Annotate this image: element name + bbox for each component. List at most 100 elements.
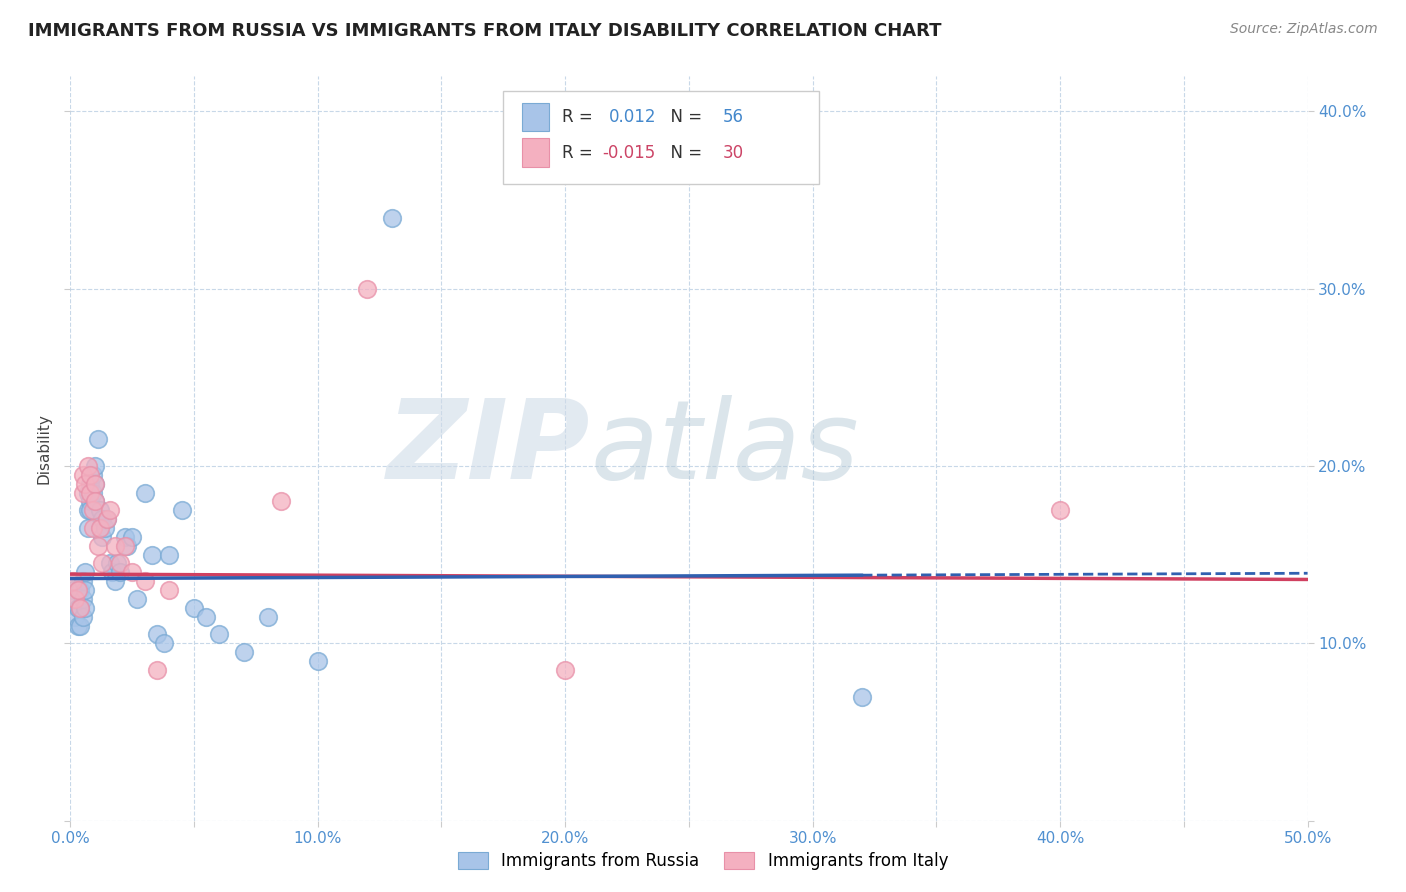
Point xyxy=(208,627,231,641)
Point xyxy=(72,574,94,589)
Point xyxy=(96,512,118,526)
Point xyxy=(153,636,176,650)
Point xyxy=(98,557,121,571)
FancyBboxPatch shape xyxy=(522,103,550,131)
Text: -0.015: -0.015 xyxy=(602,144,655,161)
Point xyxy=(146,627,169,641)
Point xyxy=(75,583,97,598)
Text: IMMIGRANTS FROM RUSSIA VS IMMIGRANTS FROM ITALY DISABILITY CORRELATION CHART: IMMIGRANTS FROM RUSSIA VS IMMIGRANTS FRO… xyxy=(28,22,942,40)
Point xyxy=(91,530,114,544)
Point xyxy=(114,539,136,553)
Point xyxy=(65,591,87,606)
Text: R =: R = xyxy=(561,108,598,126)
Point xyxy=(66,618,89,632)
Point xyxy=(356,282,378,296)
Point xyxy=(69,583,91,598)
Point xyxy=(75,476,97,491)
Point xyxy=(76,521,98,535)
Point xyxy=(62,574,84,589)
Point xyxy=(89,521,111,535)
Point xyxy=(104,539,127,553)
Point xyxy=(75,600,97,615)
Legend: Immigrants from Russia, Immigrants from Italy: Immigrants from Russia, Immigrants from … xyxy=(451,845,955,877)
Point xyxy=(75,566,97,580)
Point xyxy=(307,654,329,668)
Point xyxy=(72,467,94,482)
Text: atlas: atlas xyxy=(591,395,859,501)
Text: ZIP: ZIP xyxy=(387,395,591,501)
Point xyxy=(121,566,143,580)
Text: R =: R = xyxy=(561,144,598,161)
Point xyxy=(82,467,104,482)
Point xyxy=(115,539,138,553)
Point xyxy=(79,494,101,508)
Point xyxy=(65,591,87,606)
FancyBboxPatch shape xyxy=(503,91,818,184)
Point xyxy=(98,503,121,517)
Text: Source: ZipAtlas.com: Source: ZipAtlas.com xyxy=(1230,22,1378,37)
Text: 56: 56 xyxy=(723,108,744,126)
FancyBboxPatch shape xyxy=(522,138,550,167)
Point xyxy=(108,566,131,580)
Point xyxy=(157,548,180,562)
Point xyxy=(82,485,104,500)
Point xyxy=(121,530,143,544)
Point xyxy=(141,548,163,562)
Point xyxy=(69,600,91,615)
Point xyxy=(65,609,87,624)
Point xyxy=(232,645,254,659)
Point xyxy=(104,574,127,589)
Point xyxy=(157,583,180,598)
Point xyxy=(134,574,156,589)
Point xyxy=(66,583,89,598)
Point xyxy=(127,591,149,606)
Point xyxy=(66,600,89,615)
Point xyxy=(86,539,108,553)
Point xyxy=(134,485,156,500)
Point xyxy=(62,583,84,598)
Point xyxy=(554,663,576,677)
Point xyxy=(84,494,107,508)
Point xyxy=(851,690,873,704)
Point xyxy=(270,494,292,508)
Point xyxy=(72,485,94,500)
Point xyxy=(381,211,404,225)
Point xyxy=(170,503,193,517)
Point xyxy=(79,485,101,500)
Text: 30: 30 xyxy=(723,144,744,161)
Point xyxy=(114,530,136,544)
Point xyxy=(76,485,98,500)
Point xyxy=(94,521,117,535)
Point xyxy=(96,512,118,526)
Point xyxy=(108,557,131,571)
Point xyxy=(66,583,89,598)
Point xyxy=(69,618,91,632)
Point xyxy=(195,609,218,624)
Point xyxy=(105,557,128,571)
Text: 0.012: 0.012 xyxy=(609,108,657,126)
Point xyxy=(79,467,101,482)
Point xyxy=(79,476,101,491)
Point xyxy=(84,476,107,491)
Point xyxy=(72,609,94,624)
Point xyxy=(1049,503,1071,517)
Point xyxy=(84,494,107,508)
Point xyxy=(505,157,527,171)
Text: N =: N = xyxy=(661,144,707,161)
Point xyxy=(76,503,98,517)
Point xyxy=(257,609,280,624)
Point xyxy=(72,591,94,606)
Point xyxy=(69,600,91,615)
Point xyxy=(91,557,114,571)
Point xyxy=(84,458,107,473)
Point xyxy=(86,433,108,447)
Text: N =: N = xyxy=(661,108,707,126)
Point xyxy=(79,503,101,517)
Point xyxy=(82,503,104,517)
Point xyxy=(183,600,205,615)
Point xyxy=(82,521,104,535)
Point xyxy=(76,458,98,473)
Y-axis label: Disability: Disability xyxy=(37,413,52,483)
Point xyxy=(101,566,124,580)
Point xyxy=(146,663,169,677)
